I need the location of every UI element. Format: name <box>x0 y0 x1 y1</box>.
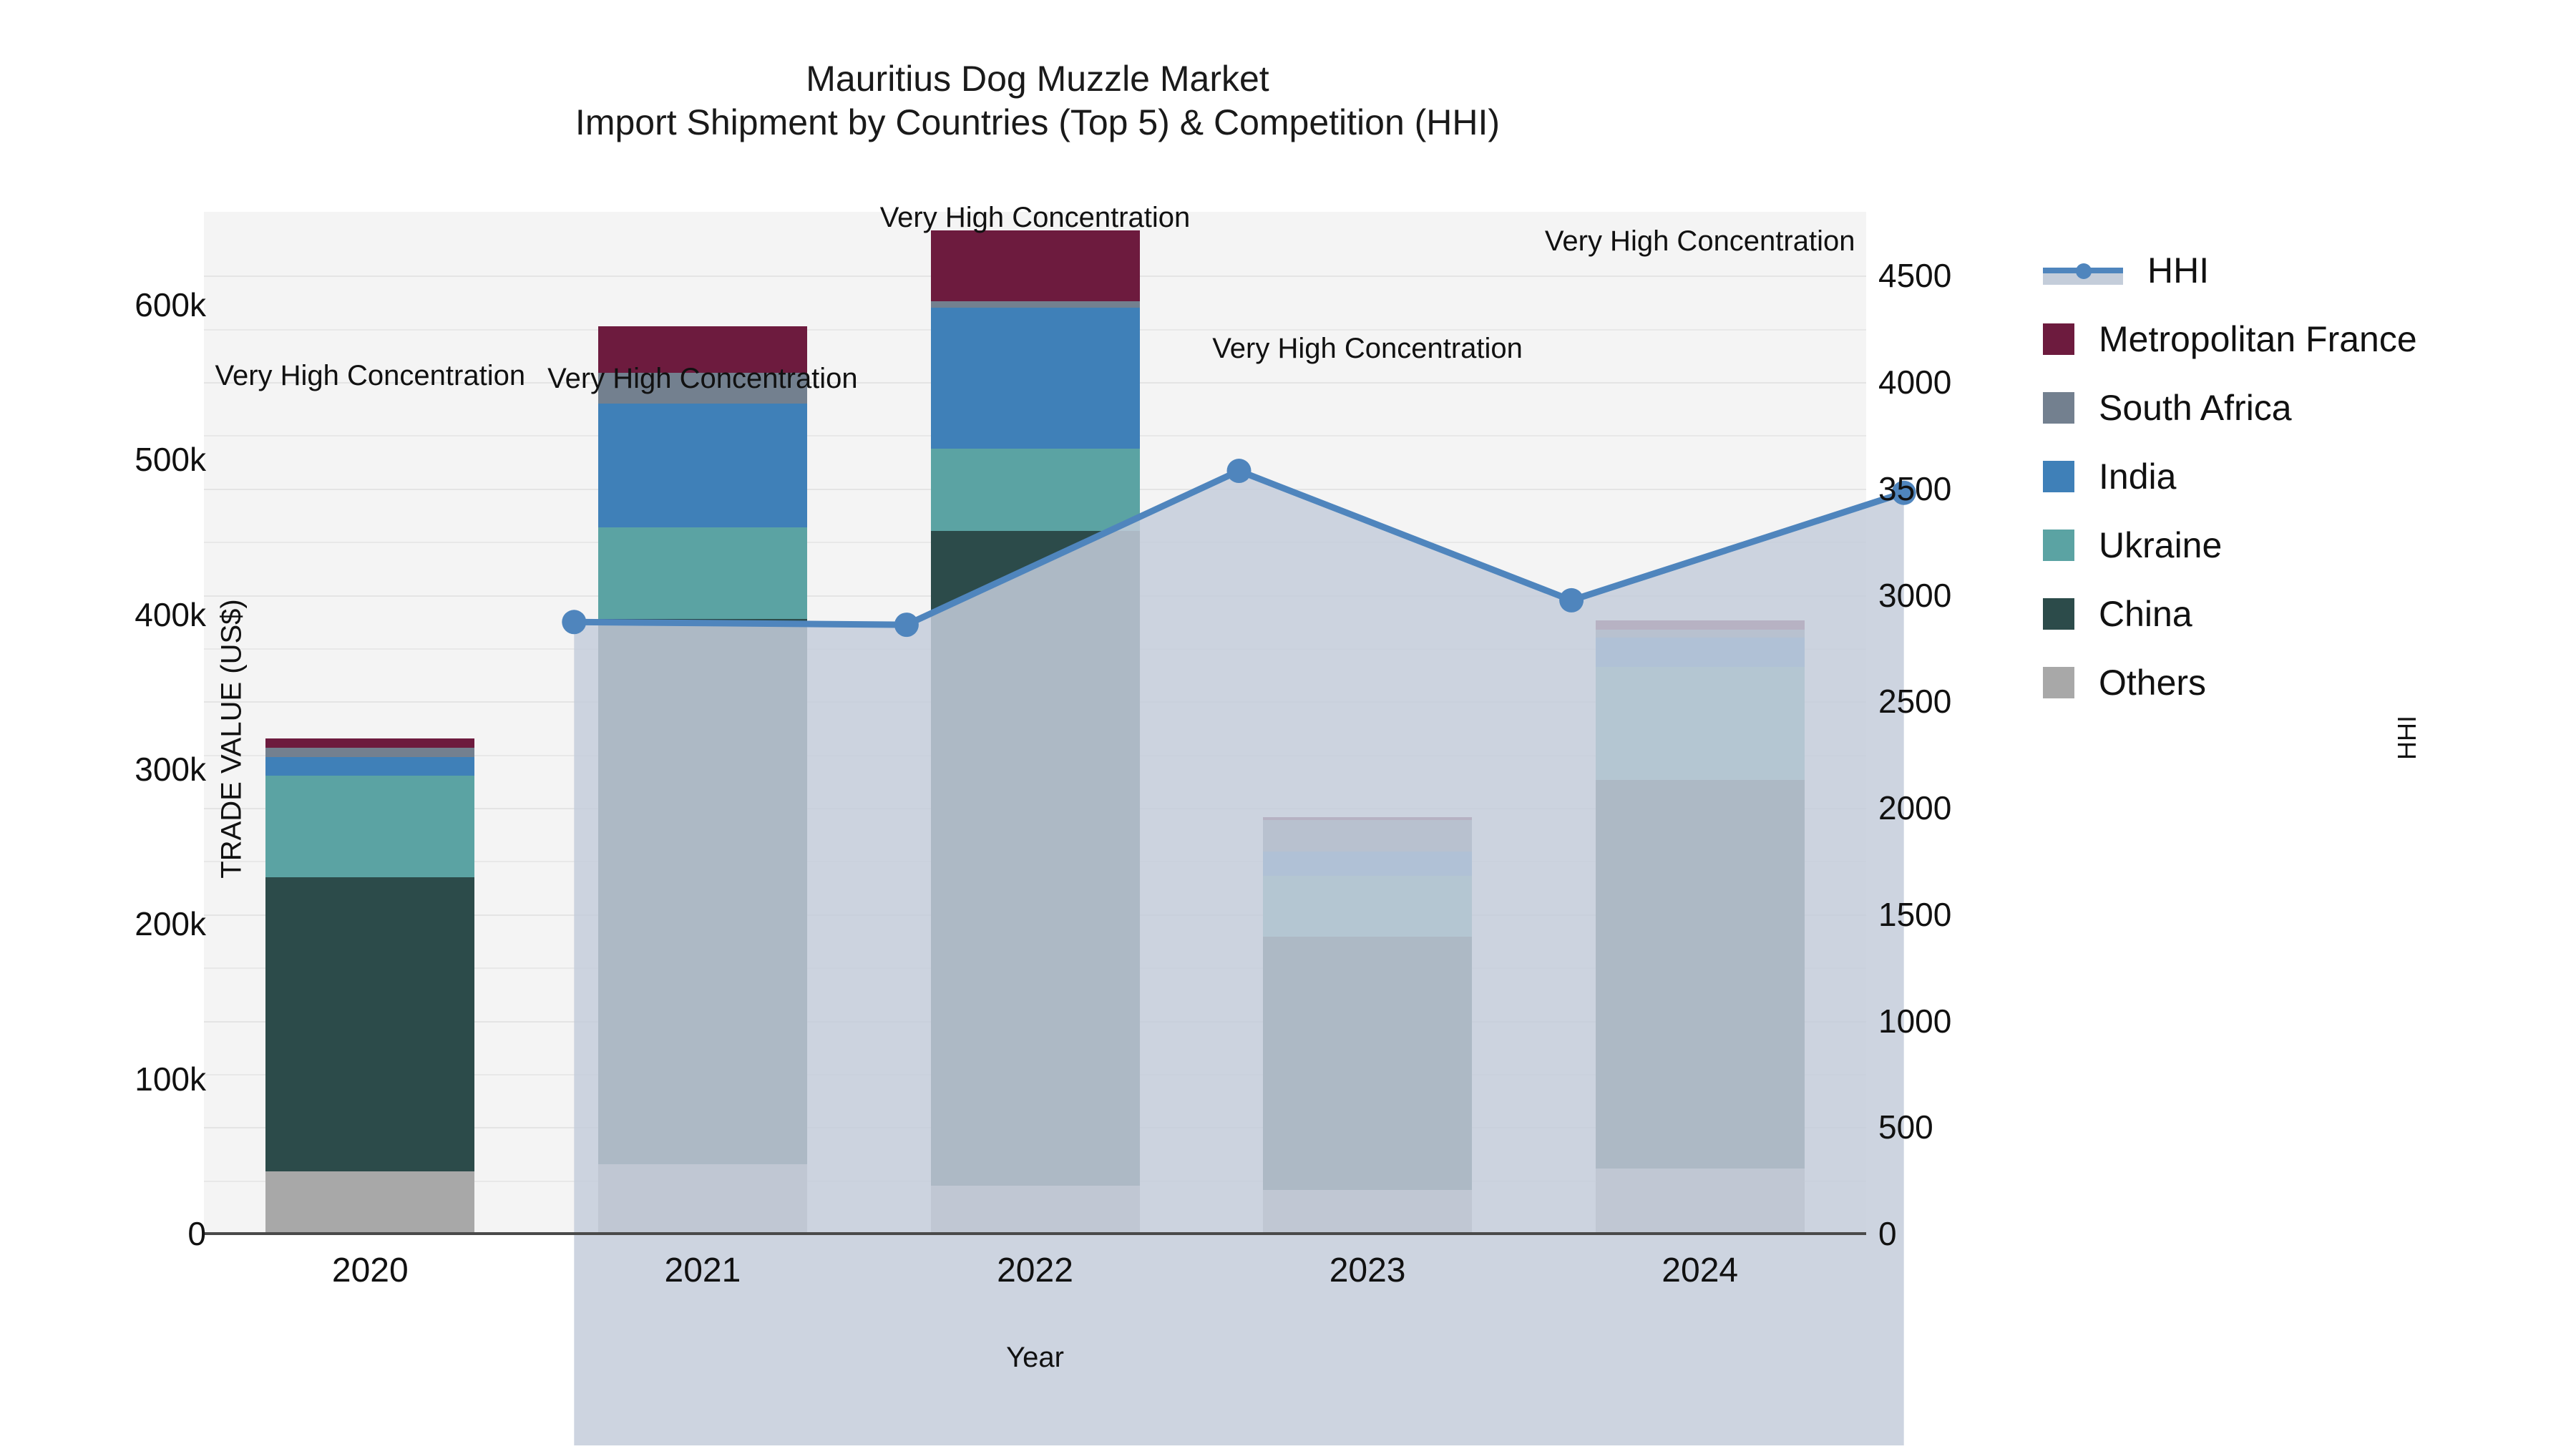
legend-item-label: Metropolitan France <box>2099 319 2417 359</box>
y-tick-left-600k: 600k <box>135 286 206 323</box>
legend-swatch-icon <box>2043 461 2074 492</box>
y-tick-left-300k: 300k <box>135 750 206 788</box>
x-tick-2020[interactable]: 2020 <box>331 1252 409 1289</box>
legend-swatch-icon <box>2043 392 2074 424</box>
y-tick-right-500: 500 <box>1878 1108 1933 1146</box>
legend-item-others[interactable]: Others <box>2043 648 2572 717</box>
x-axis-line <box>204 1232 1866 1235</box>
hhi-markers <box>562 459 1916 638</box>
hhi-marker-2023[interactable] <box>1559 587 1584 613</box>
annotation-2020: Very High Concentration <box>215 360 526 392</box>
plot-area <box>204 212 1916 1446</box>
bar-segment-ukraine-2020[interactable] <box>265 775 475 878</box>
legend-item-ukraine[interactable]: Ukraine <box>2043 511 2572 580</box>
legend-item-label: South Africa <box>2099 388 2292 428</box>
legend-swatch-icon <box>2043 530 2074 561</box>
y-axis-left-label: TRADE VALUE (US$) <box>215 599 248 879</box>
page-title: Mauritius Dog Muzzle Market Import Shipm… <box>0 57 2075 145</box>
legend-item-india[interactable]: India <box>2043 442 2572 511</box>
bar-segment-india-2020[interactable] <box>265 756 475 776</box>
x-tick-2022[interactable]: 2022 <box>997 1252 1073 1289</box>
legend-swatch-icon <box>2043 598 2074 630</box>
bar-segment-ukraine-2022[interactable] <box>930 449 1140 531</box>
hhi-overlay <box>562 459 1916 1446</box>
legend: HHI Metropolitan France South Africa India U… <box>2043 236 2572 717</box>
y-tick-right-0: 0 <box>1878 1215 1897 1252</box>
y-tick-left-500k: 500k <box>135 441 206 479</box>
y-tick-left-0: 0 <box>187 1215 206 1252</box>
bar-segment-others-2020[interactable] <box>265 1171 475 1234</box>
title-line-2: Import Shipment by Countries (Top 5) & C… <box>575 102 1501 142</box>
y-tick-right-2000: 2000 <box>1878 789 1952 826</box>
annotation-2021: Very High Concentration <box>547 363 858 395</box>
y-tick-right-4500: 4500 <box>1878 257 1952 295</box>
legend-item-label: HHI <box>2147 250 2210 291</box>
legend-item-label: China <box>2099 594 2192 634</box>
y-tick-right-4000: 4000 <box>1878 364 1952 401</box>
hhi-marker-2024[interactable] <box>1891 480 1916 505</box>
legend-swatch-icon <box>2043 323 2074 355</box>
hhi-line-swatch-icon <box>2043 255 2123 286</box>
hhi-marker-2020[interactable] <box>562 610 587 635</box>
title-line-1: Mauritius Dog Muzzle Market <box>806 59 1269 99</box>
annotation-2022: Very High Concentration <box>879 202 1191 234</box>
bar-segment-metropolitan-france-2022[interactable] <box>930 230 1140 302</box>
y-tick-right-1500: 1500 <box>1878 895 1952 933</box>
hhi-marker-2022[interactable] <box>1226 459 1252 484</box>
bar-segment-china-2020[interactable] <box>265 877 475 1172</box>
legend-item-south-africa[interactable]: South Africa <box>2043 374 2572 442</box>
annotation-2024: Very High Concentration <box>1544 225 1855 257</box>
x-tick-2021[interactable]: 2021 <box>664 1252 741 1289</box>
y-tick-right-1000: 1000 <box>1878 1002 1952 1040</box>
legend-item-hhi[interactable]: HHI <box>2043 236 2572 305</box>
y-tick-right-3000: 3000 <box>1878 576 1952 614</box>
x-tick-2024[interactable]: 2024 <box>1662 1252 1739 1289</box>
bar-segment-metropolitan-france-2020[interactable] <box>265 738 475 748</box>
legend-item-label: Ukraine <box>2099 525 2223 565</box>
x-axis-label: Year <box>1006 1342 1064 1373</box>
legend-item-label: Others <box>2099 663 2207 703</box>
y-tick-left-400k: 400k <box>135 595 206 633</box>
bar-segment-south-africa-2022[interactable] <box>930 301 1140 308</box>
y-tick-left-200k: 200k <box>135 905 206 943</box>
hhi-marker-2021[interactable] <box>894 613 919 638</box>
bar-segment-ukraine-2021[interactable] <box>597 527 807 620</box>
legend-item-metropolitan-france[interactable]: Metropolitan France <box>2043 305 2572 374</box>
legend-swatch-icon <box>2043 667 2074 698</box>
bar-segment-metropolitan-france-2021[interactable] <box>597 326 807 373</box>
annotation-2023: Very High Concentration <box>1212 332 1523 364</box>
bar-segment-india-2022[interactable] <box>930 308 1140 449</box>
x-tick-2023[interactable]: 2023 <box>1329 1252 1406 1289</box>
y-tick-right-2500: 2500 <box>1878 683 1952 721</box>
hhi-area-fill <box>574 471 1904 1446</box>
bar-segment-south-africa-2020[interactable] <box>265 747 475 757</box>
bar-segment-south-africa-2021[interactable] <box>597 373 807 404</box>
bar-segment-india-2021[interactable] <box>597 404 807 528</box>
y-tick-left-100k: 100k <box>135 1060 206 1098</box>
y-tick-right-3500: 3500 <box>1878 469 1952 507</box>
legend-item-china[interactable]: China <box>2043 580 2572 648</box>
legend-item-label: India <box>2099 457 2177 497</box>
